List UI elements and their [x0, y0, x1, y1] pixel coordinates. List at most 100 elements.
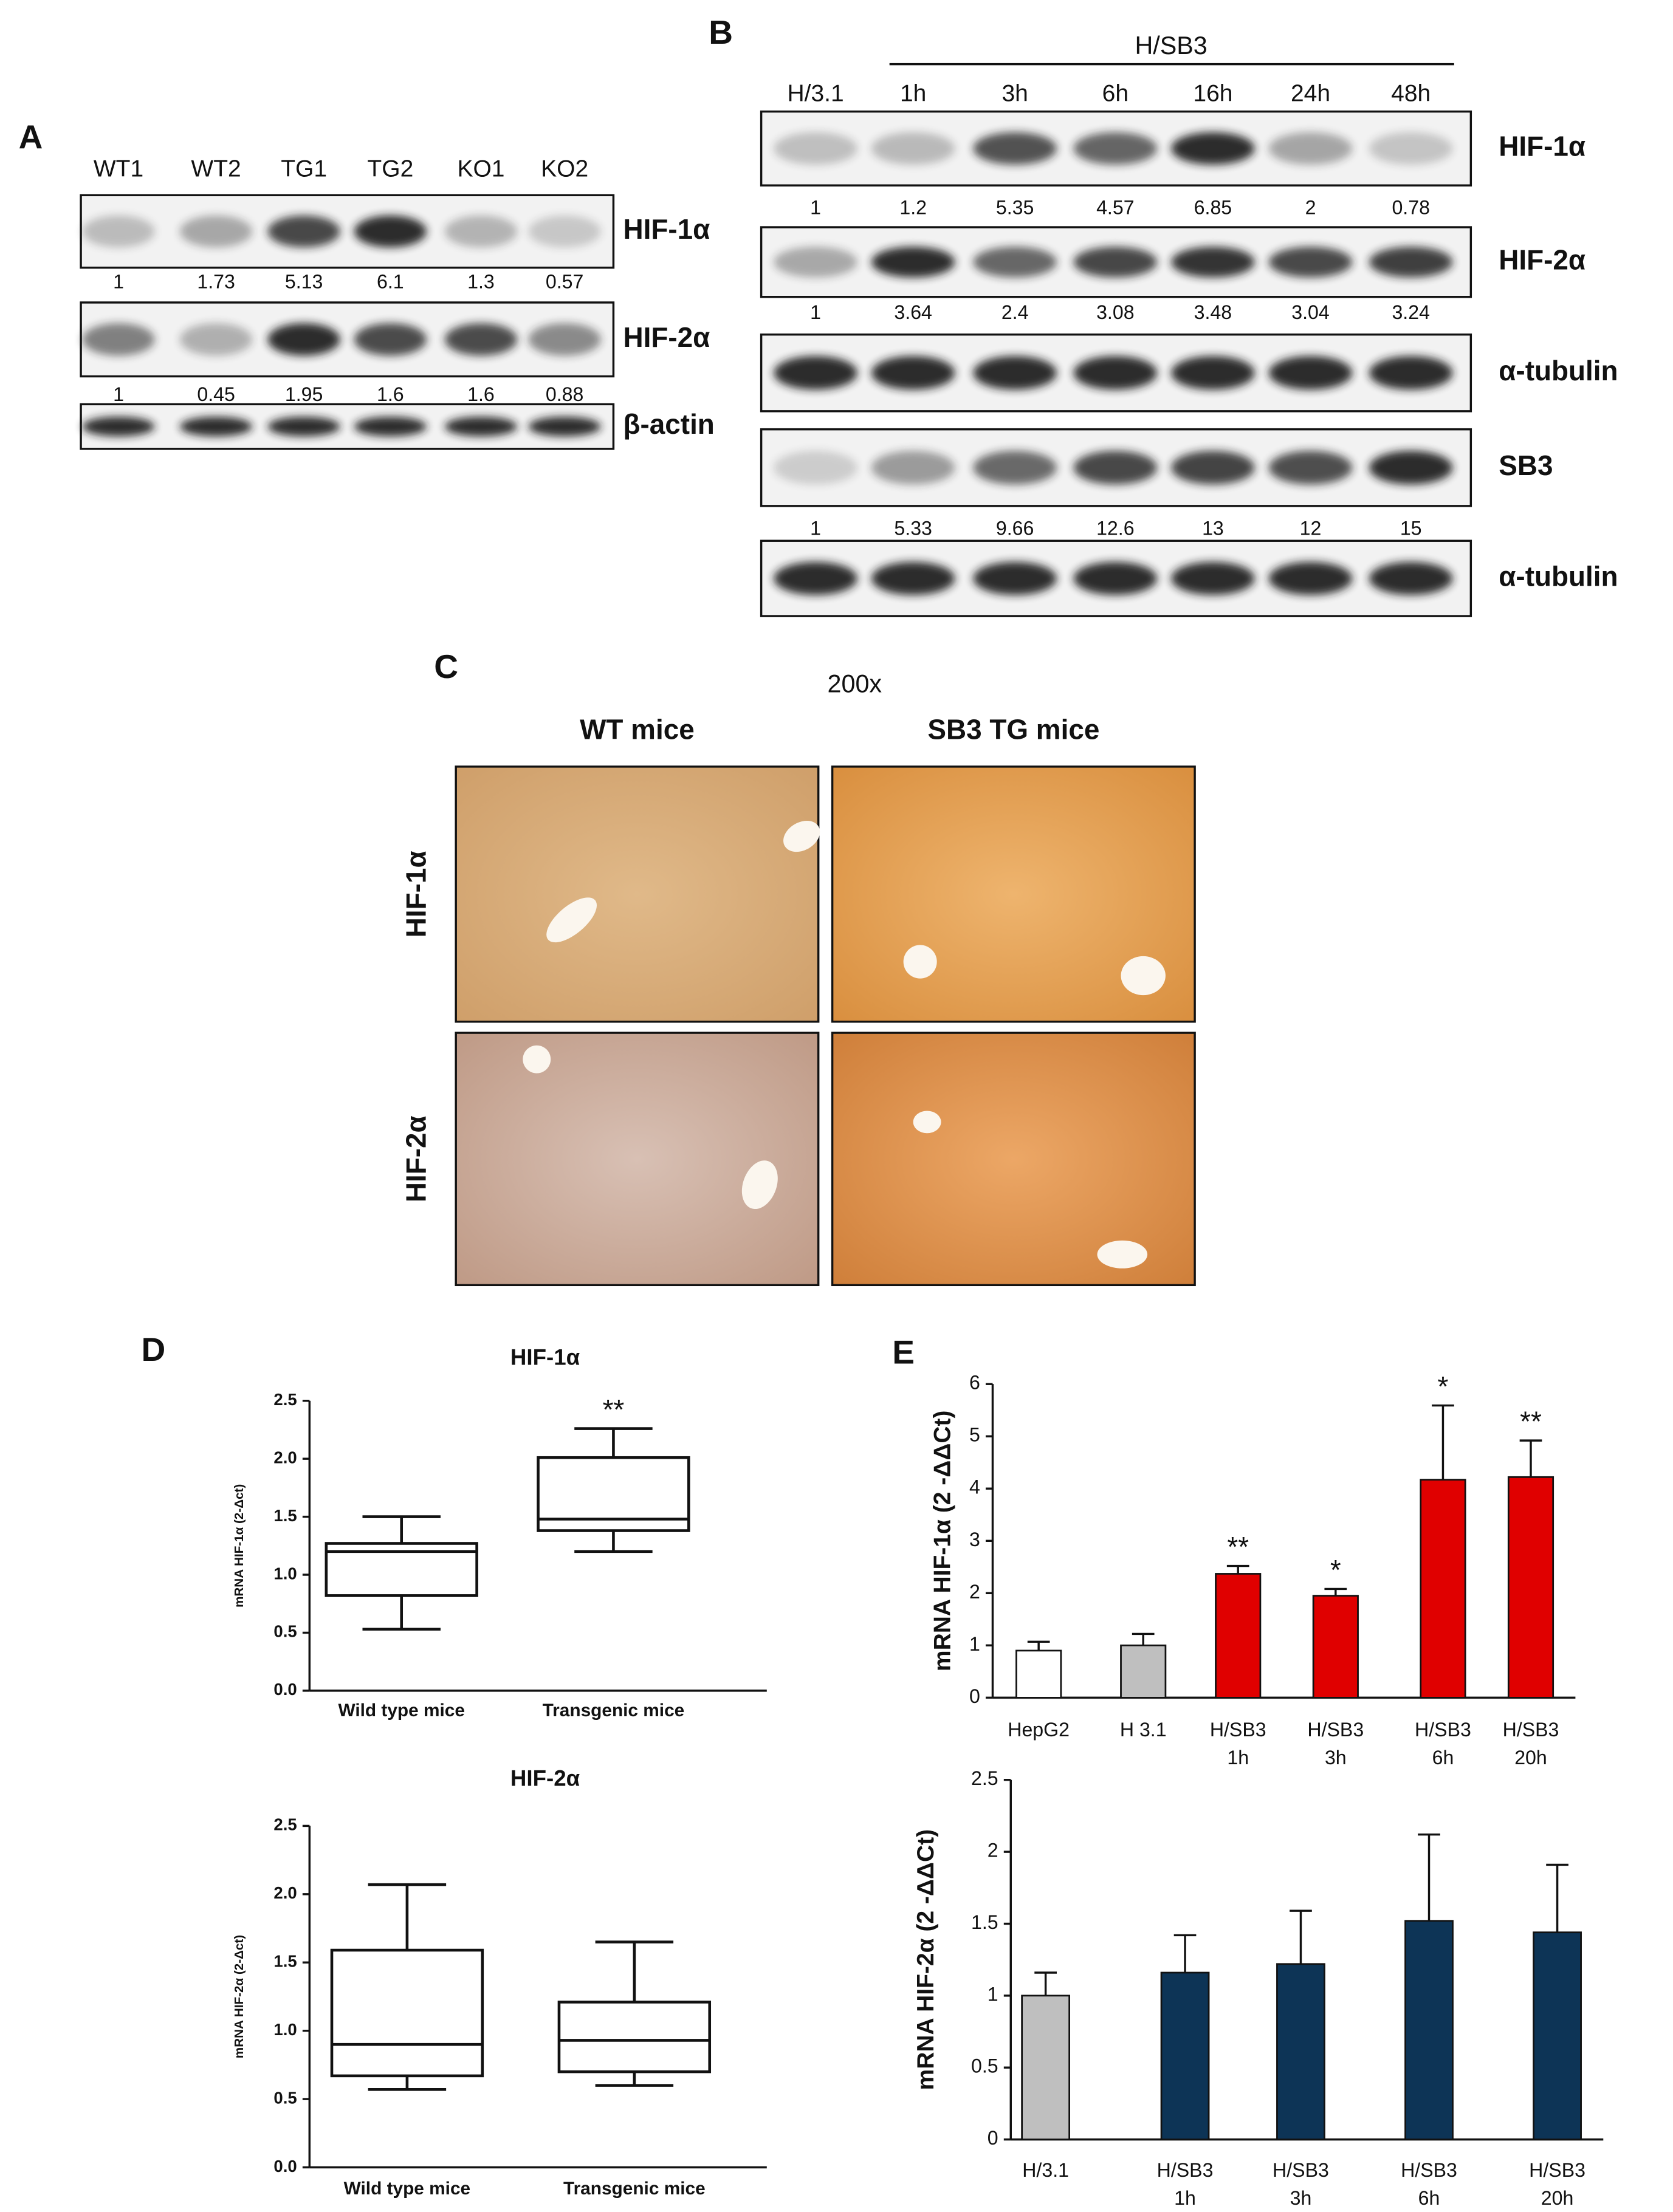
- y-axis-label: mRNA HIF-1α (2-Δct): [232, 1484, 246, 1608]
- blot-label: α-tubulin: [1499, 355, 1618, 386]
- y-tick-label: 1.0: [273, 1564, 297, 1583]
- bar: [1507, 1476, 1554, 1699]
- x-tick-label: 1h: [1227, 1747, 1249, 1769]
- blot-label: SB3: [1499, 450, 1553, 481]
- panel-letter: D: [141, 1330, 165, 1368]
- ihc-image: [455, 1032, 820, 1287]
- bar: [1404, 1920, 1454, 2141]
- y-tick-label: 3: [969, 1529, 980, 1550]
- blot-band: [82, 416, 155, 437]
- x-tick-label: 6h: [1418, 2187, 1440, 2209]
- lane-label: WT1: [94, 156, 143, 182]
- x-tick-label: H/3.1: [1022, 2159, 1069, 2181]
- blot-band: [267, 416, 340, 437]
- blot-band: [774, 561, 857, 595]
- y-tick-label: 2.0: [273, 1883, 297, 1902]
- blot-band: [179, 323, 253, 356]
- row-label: HIF-2α: [400, 1115, 431, 1202]
- bar: [1312, 1595, 1359, 1699]
- bar: [1015, 1649, 1062, 1699]
- blot-band: [973, 132, 1057, 165]
- quant-value: 5.35: [996, 197, 1034, 219]
- y-tick-label: 0.0: [273, 1680, 297, 1699]
- blot-band: [1268, 451, 1353, 485]
- quant-value: 12.6: [1096, 517, 1135, 539]
- box: [537, 1456, 690, 1532]
- x-tick-label: HepG2: [1008, 1719, 1070, 1741]
- x-tick-label: 1h: [1174, 2187, 1196, 2209]
- blot-band: [973, 561, 1057, 595]
- blot-band: [1073, 561, 1158, 595]
- quant-value: 2.4: [1001, 301, 1029, 323]
- group-header: H/SB3: [1135, 32, 1207, 60]
- blot-band: [179, 215, 253, 248]
- blot-band: [444, 416, 518, 437]
- y-axis-label: mRNA HIF-2α (2 -ΔΔCt): [913, 1829, 939, 2090]
- blot-band: [528, 416, 601, 437]
- blot-band: [1369, 356, 1453, 390]
- y-tick-label: 2.5: [971, 1767, 998, 1789]
- column-header: WT mice: [580, 714, 695, 745]
- lane-label: WT2: [191, 156, 241, 182]
- y-tick-label: 1.5: [971, 1911, 998, 1933]
- quant-value: 6.1: [377, 270, 404, 292]
- x-tick-label: 20h: [1541, 2187, 1574, 2209]
- x-tick-label: H/SB3: [1529, 2159, 1585, 2181]
- blot-band: [1171, 451, 1255, 485]
- box: [325, 1542, 478, 1597]
- blot-band: [774, 247, 857, 278]
- quant-value: 1: [113, 383, 124, 405]
- blot-band: [871, 561, 955, 595]
- quant-value: 1: [113, 270, 124, 292]
- lane-label: 48h: [1391, 80, 1431, 106]
- x-tick-label: H/SB3: [1503, 1719, 1559, 1741]
- y-tick-label: 0: [988, 2127, 998, 2149]
- y-tick-label: 1: [988, 1983, 998, 2005]
- y-tick-label: 0: [969, 1685, 980, 1707]
- x-tick-label: H/SB3: [1307, 1719, 1364, 1741]
- magnification: 200x: [828, 670, 882, 698]
- column-header: SB3 TG mice: [927, 714, 1099, 745]
- quant-value: 6.85: [1194, 197, 1232, 219]
- blot-band: [179, 416, 253, 437]
- y-tick-label: 2: [969, 1581, 980, 1603]
- y-tick-label: 1.5: [273, 1506, 297, 1525]
- blot-band: [82, 323, 155, 356]
- bar: [1420, 1479, 1466, 1699]
- quant-value: 3.24: [1392, 301, 1430, 323]
- blot-frame: [80, 301, 615, 378]
- blot-band: [871, 132, 955, 165]
- blot-band: [1369, 561, 1453, 595]
- y-tick-label: 0.0: [273, 2157, 297, 2176]
- lane-label: 3h: [1001, 80, 1028, 106]
- blot-band: [973, 451, 1057, 485]
- blot-band: [267, 323, 340, 356]
- blot-band: [1073, 356, 1158, 390]
- quant-value: 1: [810, 517, 821, 539]
- significance: *: [1330, 1554, 1341, 1586]
- blot-label: HIF-1α: [623, 213, 710, 245]
- vessel: [913, 1111, 941, 1134]
- quant-value: 3.64: [894, 301, 932, 323]
- significance: **: [603, 1394, 625, 1425]
- bar: [1533, 1931, 1582, 2141]
- lane-label: KO2: [541, 156, 588, 182]
- x-tick-label: Transgenic mice: [543, 1700, 685, 1721]
- vessel: [1097, 1240, 1148, 1269]
- lane-label: 24h: [1291, 80, 1330, 106]
- x-tick-label: H/SB3: [1210, 1719, 1266, 1741]
- blot-label: α-tubulin: [1499, 560, 1618, 592]
- x-tick-label: H/SB3: [1273, 2159, 1329, 2181]
- x-tick-label: H 3.1: [1120, 1719, 1167, 1741]
- y-tick-label: 1.5: [273, 1952, 297, 1971]
- y-tick-label: 2.0: [273, 1448, 297, 1467]
- y-tick-label: 1.0: [273, 2020, 297, 2039]
- blot-band: [1369, 451, 1453, 485]
- vessel: [741, 1160, 778, 1210]
- box: [557, 2001, 712, 2073]
- quant-value: 1.6: [467, 383, 495, 405]
- blot-band: [1268, 561, 1353, 595]
- y-tick-label: 0.5: [273, 1622, 297, 1641]
- quant-value: 12: [1300, 517, 1322, 539]
